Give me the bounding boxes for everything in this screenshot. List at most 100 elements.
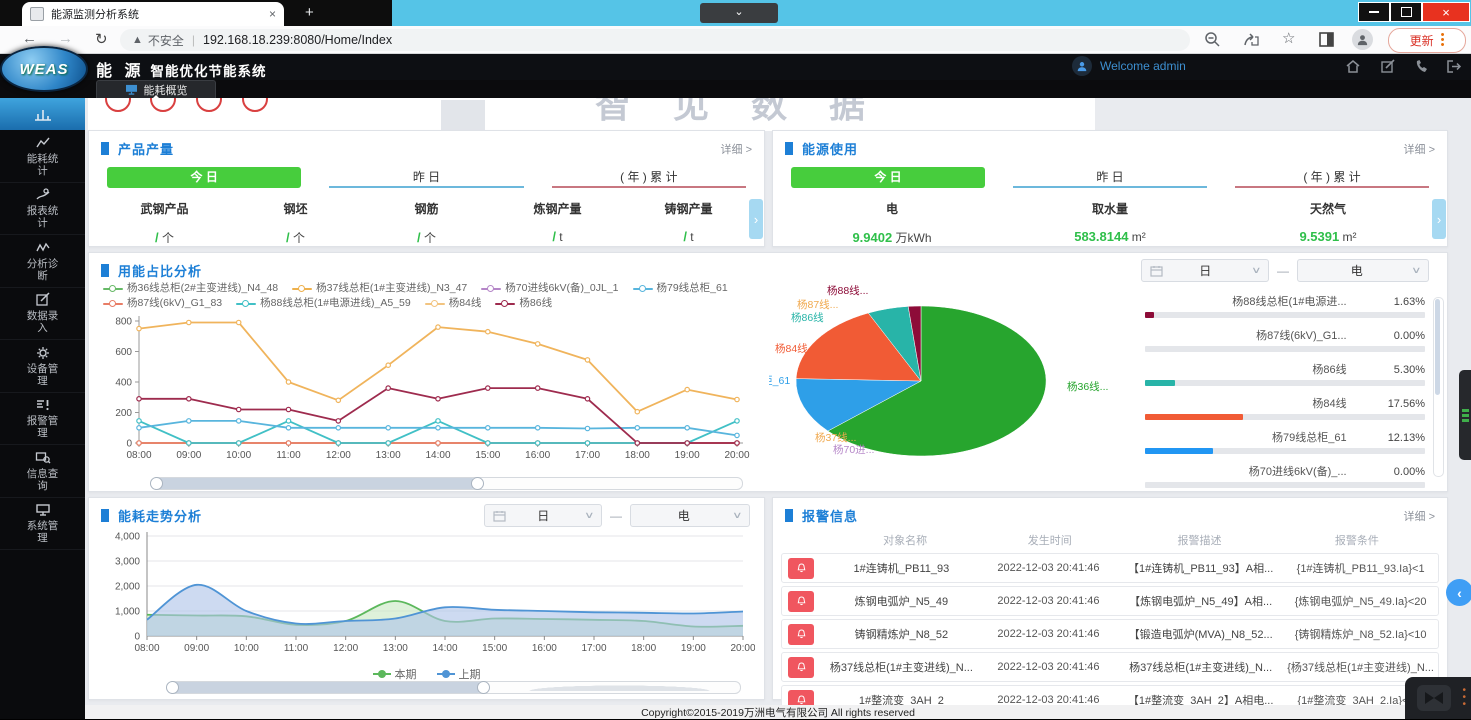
sidebar-item-8[interactable]: 系统管理 [0, 498, 85, 551]
sidebar-item-3[interactable]: 分析诊断 [0, 235, 85, 288]
legend-marker [495, 300, 515, 307]
alarm-time: 2022-12-03 20:41:46 [979, 694, 1118, 705]
browser-tab[interactable]: 能源监测分析系统 × [22, 2, 284, 26]
new-tab-button[interactable]: + [305, 4, 314, 21]
product-tab-3[interactable]: ( 年 ) 累 计 [552, 167, 746, 188]
browser-profile-avatar[interactable] [1352, 29, 1373, 50]
reload-icon[interactable]: ↻ [95, 30, 108, 48]
alarm-row[interactable]: 1#整流变_3AH_22022-12-03 20:41:46【1#整流变_3AH… [781, 685, 1439, 705]
sidebar-item-2[interactable]: 报表统计 [0, 183, 85, 236]
trend-energy-select[interactable]: 电 ∨ [630, 504, 750, 527]
usage-line-chart[interactable]: 800600400200008:0009:0010:0011:0012:0013… [93, 311, 753, 473]
carousel-next-button[interactable]: › [749, 199, 763, 239]
usage-datazoom-slider[interactable] [151, 477, 743, 490]
usage-energy-select[interactable]: 电 ∨ [1297, 259, 1429, 282]
bookmark-star-icon[interactable]: ☆ [1282, 29, 1295, 47]
product-detail-link[interactable]: 详细 > [721, 141, 752, 157]
svg-text:17:00: 17:00 [575, 450, 600, 461]
usage-pie-chart[interactable]: 杨88线...杨87线...杨86线杨84线杨79线总柜_61杨37线...杨7… [769, 283, 1129, 483]
app-header: 能 源智能优化节能系统 Welcome admin [0, 54, 1471, 80]
back-icon[interactable]: ← [22, 30, 37, 47]
legend-item[interactable]: 杨79线总柜_61 [633, 281, 728, 296]
svg-text:12:00: 12:00 [326, 450, 351, 461]
screen-recorder-overlay[interactable]: ••• [1405, 677, 1471, 719]
title-bullet [785, 509, 793, 522]
energy-tab-1[interactable]: 今 日 [791, 167, 985, 188]
trend-area-chart[interactable]: 4,0003,0002,0001,000008:0009:0010:0011:0… [95, 528, 755, 664]
chevron-down-icon: ∨ [1411, 265, 1422, 276]
tab-energy-overview[interactable]: 能耗概览 [96, 80, 216, 98]
collapse-panel-button[interactable]: ‹ [1446, 579, 1471, 606]
pie-label: 杨36线... [1067, 379, 1108, 394]
trend-legend-item[interactable]: 本期 [373, 666, 417, 682]
product-tab-1[interactable]: 今 日 [107, 167, 301, 188]
trend-period-select[interactable]: 日 ∨ [484, 504, 602, 527]
legend-item[interactable]: 杨86线 [495, 296, 552, 311]
sidebar-item-7[interactable]: 信息查询 [0, 445, 85, 498]
edit-icon[interactable] [1380, 59, 1396, 74]
sidebar-item-1[interactable]: 能耗统计 [0, 130, 85, 183]
security-label[interactable]: 不安全 [148, 32, 184, 49]
energy-tab-3[interactable]: ( 年 ) 累 计 [1235, 167, 1429, 188]
legend-item[interactable]: 杨88线总柜(1#电源进线)_A5_59 [236, 296, 411, 311]
ranking-scrollbar[interactable] [1433, 297, 1444, 477]
window-maximize-button[interactable] [1390, 2, 1422, 22]
alarm-row[interactable]: 1#连铸机_PB11_932022-12-03 20:41:46【1#连铸机_P… [781, 553, 1439, 583]
ranking-row: 杨84线17.56% [1145, 395, 1425, 420]
logout-icon[interactable] [1446, 59, 1462, 74]
phone-icon[interactable] [1414, 59, 1430, 74]
alarm-row[interactable]: 炼钢电弧炉_N5_492022-12-03 20:41:46【炼钢电弧炉_N5_… [781, 586, 1439, 616]
legend-item[interactable]: 杨87线(6kV)_G1_83 [103, 296, 222, 311]
legend-item[interactable]: 杨84线 [425, 296, 482, 311]
window-close-button[interactable]: × [1422, 2, 1470, 22]
svg-text:0: 0 [126, 439, 132, 450]
sidebar-item-4[interactable]: 数据录入 [0, 288, 85, 341]
bell-icon [795, 628, 808, 641]
svg-text:14:00: 14:00 [425, 450, 450, 461]
legend-item[interactable]: 杨36线总柜(2#主变进线)_N4_48 [103, 281, 278, 296]
alarm-detail-link[interactable]: 详细 > [1404, 508, 1435, 524]
browser-update-button[interactable]: 更新 ••• [1388, 28, 1466, 53]
pie-label: 杨84线 [775, 341, 808, 356]
svg-text:11:00: 11:00 [276, 450, 301, 461]
usage-period-select[interactable]: 日 ∨ [1141, 259, 1269, 282]
panel-title: 能源使用 [802, 139, 858, 158]
zoom-icon[interactable] [1204, 31, 1221, 48]
title-bullet [101, 509, 109, 522]
sidebar-item-5[interactable]: 设备管理 [0, 340, 85, 393]
energy-tab-2[interactable]: 昨 日 [1013, 167, 1207, 188]
usage-ratio-panel: 用能占比分析 日 ∨ — 电 ∨ 杨36线总柜(2#主变进线)_N4_48杨37… [88, 252, 1448, 492]
carousel-next-button[interactable]: › [1432, 199, 1446, 239]
address-bar[interactable]: ▲ 不安全 | 192.168.18.239:8080/Home/Index [120, 29, 1190, 51]
side-panel-icon[interactable] [1318, 31, 1335, 48]
user-welcome[interactable]: Welcome admin [1072, 56, 1186, 76]
sidebar-item-6[interactable]: 报警管理 [0, 393, 85, 446]
sidebar-item-overview[interactable] [0, 98, 85, 130]
trend-legend-item[interactable]: 上期 [437, 666, 481, 682]
trend-datazoom-slider[interactable] [167, 681, 741, 694]
alarm-row[interactable]: 铸钢精炼炉_N8_522022-12-03 20:41:46【锻造电弧炉(MVA… [781, 619, 1439, 649]
side-dock-widget[interactable] [1459, 370, 1471, 460]
usage-ranking: 杨88线总柜(1#电源进...1.63%杨87线(6kV)_G1...0.00%… [1145, 293, 1425, 497]
weas-logo: WEAS [0, 46, 88, 92]
product-tab-2[interactable]: 昨 日 [329, 167, 523, 188]
home-icon[interactable] [1345, 59, 1361, 74]
alarm-row[interactable]: 杨37线总柜(1#主变进线)_N...2022-12-03 20:41:46杨3… [781, 652, 1439, 682]
legend-item[interactable]: 杨37线总柜(1#主变进线)_N3_47 [292, 281, 467, 296]
forward-icon[interactable]: → [58, 30, 73, 47]
recorder-menu-icon[interactable]: ••• [1462, 687, 1466, 708]
titlebar-dock-button[interactable]: ⌄ [700, 3, 778, 23]
browser-menu-icon[interactable]: ••• [1441, 33, 1445, 48]
energy-use-panel: 能源使用 详细 > 今 日昨 日( 年 ) 累 计 电9.9402 万kWh取水… [772, 130, 1448, 247]
legend-item[interactable]: 杨70进线6kV(备)_0JL_1 [481, 281, 618, 296]
tab-close-icon[interactable]: × [269, 7, 276, 21]
energy-value: 电 [639, 507, 728, 524]
window-minimize-button[interactable] [1358, 2, 1390, 22]
energy-detail-link[interactable]: 详细 > [1404, 141, 1435, 157]
url-text[interactable]: 192.168.18.239:8080/Home/Index [203, 33, 392, 47]
chevron-down-icon: ∨ [584, 510, 595, 521]
share-icon[interactable] [1243, 31, 1260, 48]
sidebar-footer [0, 705, 85, 719]
svg-text:12:00: 12:00 [333, 643, 358, 654]
energy-stat: 取水量583.8144 m² [1001, 200, 1219, 246]
